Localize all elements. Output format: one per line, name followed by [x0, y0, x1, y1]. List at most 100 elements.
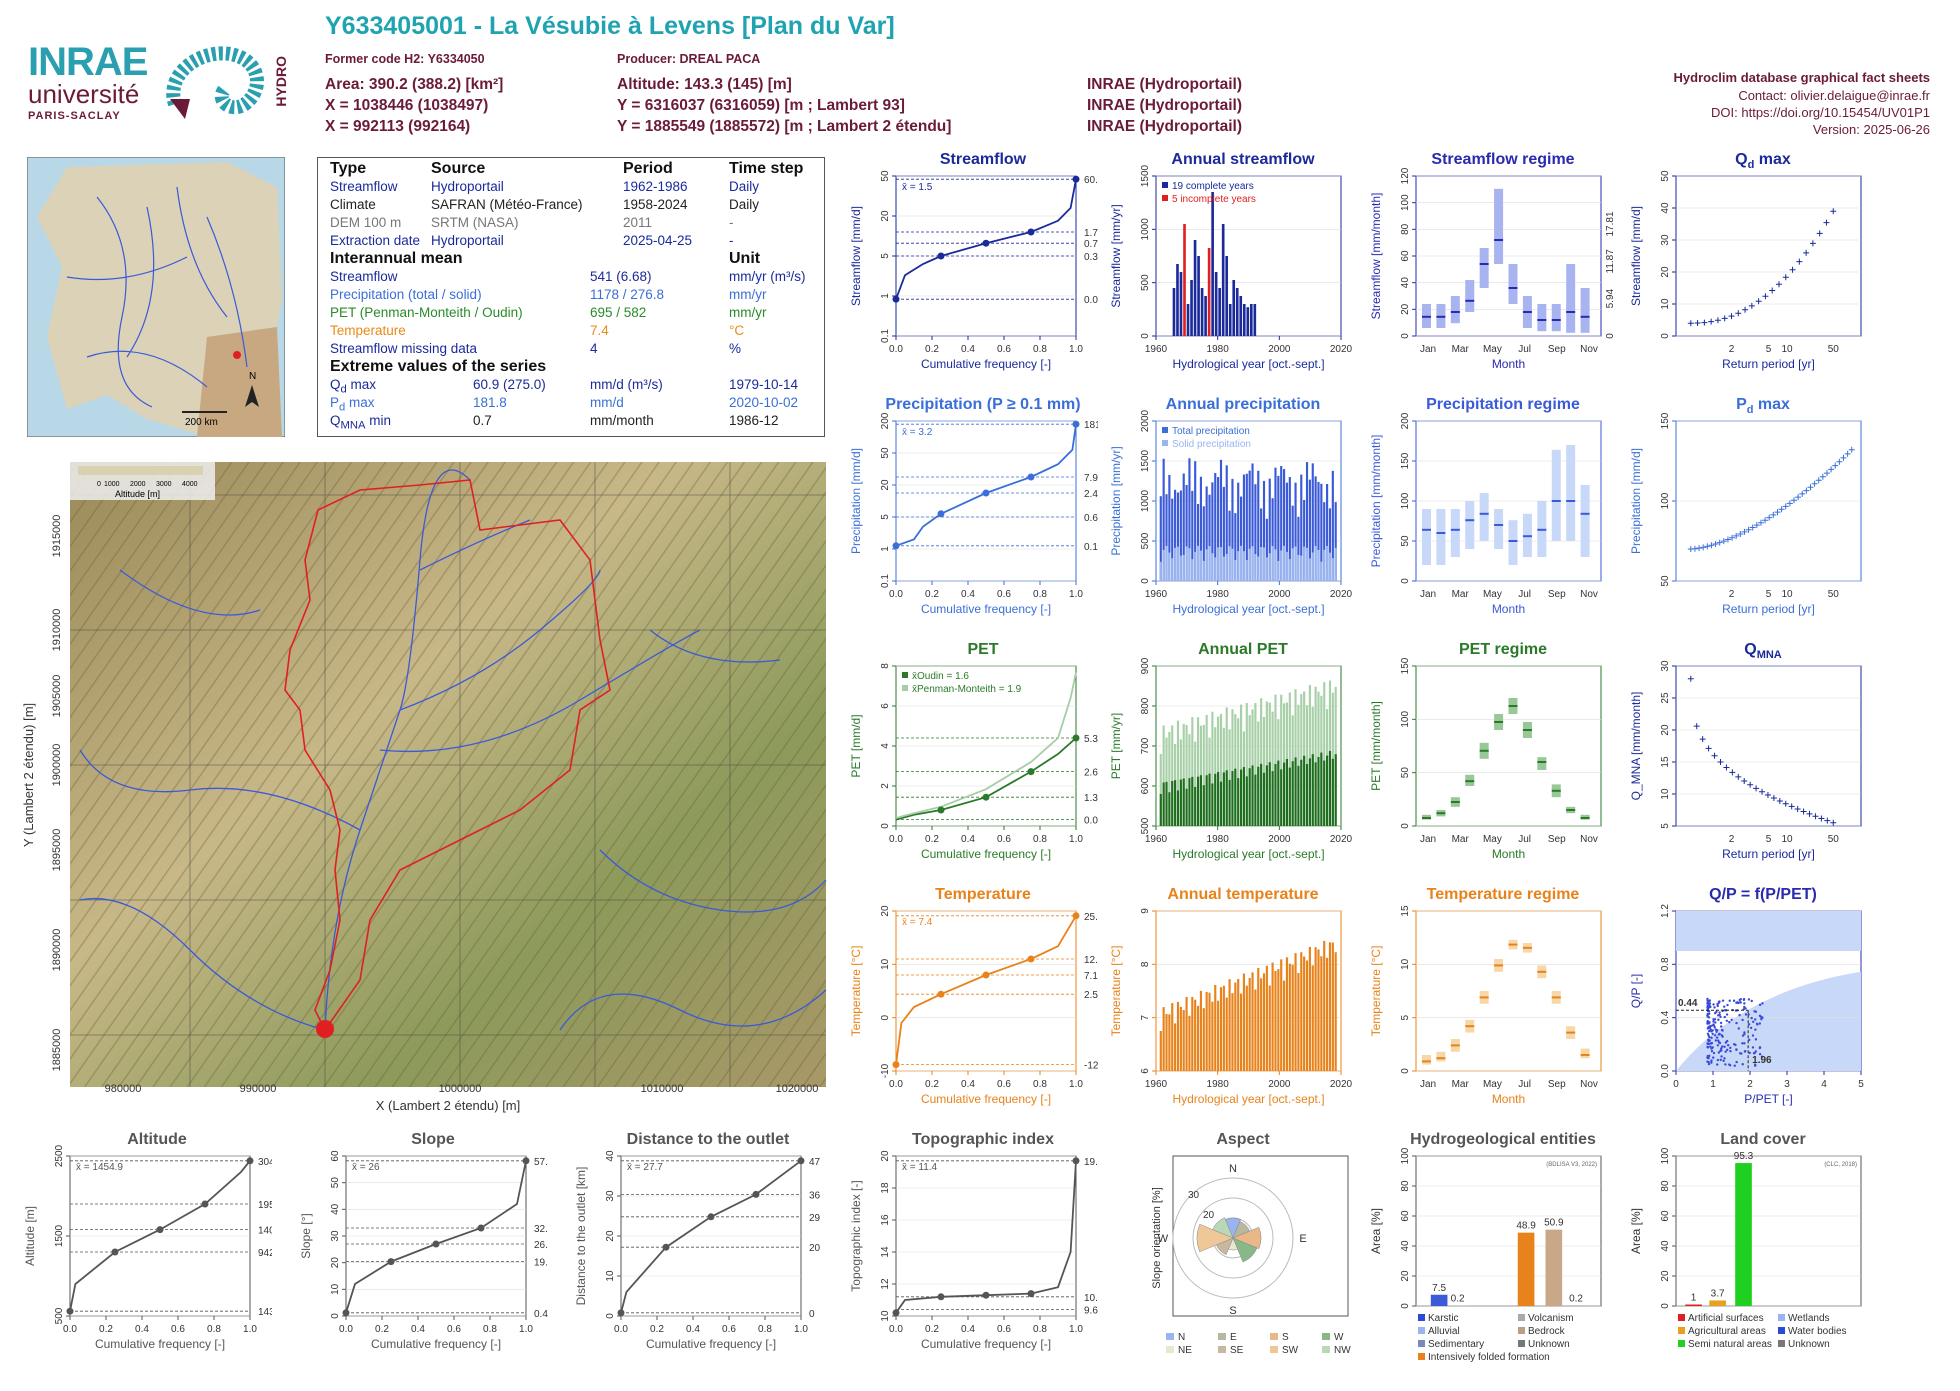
x-tick-label: 4	[1821, 1079, 1827, 1090]
plot-frame	[896, 911, 1076, 1071]
scatter-point	[1729, 1000, 1731, 1002]
bar-secondary	[1231, 549, 1233, 581]
extreme-date: 1979-10-14	[729, 377, 798, 392]
quantile-point	[938, 991, 945, 998]
legend-swatch	[1778, 1327, 1785, 1334]
bar-value: 95.3	[1734, 1151, 1754, 1162]
x-tick-label: 0.4	[411, 1324, 425, 1335]
month-label: Sep	[1548, 834, 1566, 845]
scatter-point	[1707, 1046, 1709, 1048]
mean-name: Streamflow	[330, 269, 398, 284]
scatter-point	[1706, 1014, 1708, 1016]
bar-secondary	[1280, 769, 1282, 826]
x-tick-label: 2000	[1268, 589, 1291, 600]
bar	[1197, 256, 1200, 336]
x-tick-label: 2020	[1330, 344, 1353, 355]
legend-swatch	[1678, 1314, 1685, 1321]
svg-text:0: 0	[97, 481, 101, 488]
ring-label: 20	[1203, 1210, 1215, 1221]
bar	[1201, 288, 1204, 336]
scatter-point	[1710, 1047, 1712, 1049]
quantile-label: 19.8	[534, 1258, 548, 1269]
y-tick-label: 9	[1140, 908, 1151, 914]
svg-text:980000: 980000	[105, 1083, 142, 1095]
y-tick-label: 20	[1400, 303, 1411, 315]
legend-swatch	[1418, 1327, 1425, 1334]
bar-secondary	[1329, 553, 1331, 581]
bar	[1274, 971, 1276, 1071]
x-tick-label: 1960	[1145, 344, 1168, 355]
extreme-name: Qd max	[330, 377, 376, 396]
quantile-label: 36	[809, 1190, 821, 1201]
regime-box	[1566, 445, 1575, 541]
quantile-label: 0.4	[534, 1309, 548, 1320]
quantile-point	[478, 1225, 485, 1232]
bar-secondary	[1197, 777, 1199, 826]
y2-tick-label: 5.94	[1605, 288, 1616, 308]
y-tick-label: 80	[1660, 1180, 1671, 1192]
bar	[1312, 965, 1314, 1071]
bar	[1200, 991, 1202, 1071]
bar-secondary	[1180, 780, 1182, 826]
scatter-point	[1726, 1049, 1728, 1051]
y-tick-label: 40	[330, 1203, 341, 1215]
bar	[1335, 952, 1337, 1071]
legend-label: Sedimentary	[1428, 1339, 1484, 1350]
bar-secondary	[1177, 547, 1179, 581]
y-tick-label: 30	[1660, 660, 1671, 672]
scatter-point	[1715, 1011, 1717, 1013]
y-tick-label: 16	[880, 1214, 891, 1226]
y-axis-label: Precipitation [mm/d]	[1629, 448, 1643, 554]
mean-label: x̄ = 1.5	[902, 182, 933, 193]
extreme-value: 0.7	[473, 413, 492, 428]
x-tick-label: 0.8	[1033, 344, 1047, 355]
mean-unit: %	[729, 341, 741, 356]
quantile-label: 181.8	[1084, 420, 1098, 431]
x-tick-label: 0.8	[758, 1324, 772, 1335]
bar-secondary	[1206, 775, 1208, 826]
bar-secondary	[1283, 763, 1285, 826]
x-tick-label: 1960	[1145, 1079, 1168, 1090]
y-tick-label: 30	[330, 1230, 341, 1242]
scatter-point	[1715, 1039, 1717, 1041]
y-axis-label: Streamflow [mm/yr]	[1109, 204, 1123, 307]
y-axis-label: Temperature [°C]	[849, 946, 863, 1037]
doi-link[interactable]: DOI: https://doi.org/10.15454/UV01P1	[1711, 105, 1930, 120]
row-step: Daily	[729, 197, 759, 212]
quantile-label: 32.3	[534, 1224, 548, 1235]
legend-label: NW	[1334, 1345, 1351, 1356]
hydro-label: HYDRO	[273, 56, 289, 107]
legend-swatch	[1270, 1333, 1278, 1340]
mean-name: Temperature	[330, 323, 406, 338]
x-tick-label: 0.4	[961, 1079, 975, 1090]
direction-label: S	[1229, 1305, 1236, 1317]
bar	[1237, 979, 1239, 1071]
y-tick-label: 0	[1660, 333, 1671, 339]
quantile-point	[343, 1309, 350, 1316]
bar-secondary	[1234, 560, 1236, 581]
month-label: Nov	[1580, 344, 1598, 355]
x-tick-label: 5	[1766, 344, 1772, 355]
scatter-point	[1714, 1021, 1716, 1023]
scatter-point	[1710, 1037, 1712, 1039]
bar-secondary	[1315, 762, 1317, 826]
universite-logo: université	[28, 79, 147, 110]
bar	[1171, 1003, 1173, 1071]
scatter-point	[1733, 1000, 1735, 1002]
x-tick-label: 2000	[1268, 1079, 1291, 1090]
month-label: Sep	[1548, 589, 1566, 600]
altitude-legend: 0 1000 2000 3000 4000 Altitude [m]	[70, 462, 215, 500]
scatter-point	[1745, 1013, 1747, 1015]
scatter-point	[1750, 1027, 1752, 1029]
scale-label: 200 km	[185, 417, 218, 428]
bar-secondary	[1272, 546, 1274, 581]
bar-secondary	[1229, 546, 1231, 581]
y-tick-label: 100	[1400, 492, 1411, 509]
svg-text:Altitude [m]: Altitude [m]	[115, 489, 160, 499]
row-step: -	[729, 233, 734, 248]
bar-secondary	[1306, 548, 1308, 581]
bar-secondary	[1200, 775, 1202, 826]
x-axis-label: Cumulative frequency [-]	[921, 1092, 1051, 1106]
